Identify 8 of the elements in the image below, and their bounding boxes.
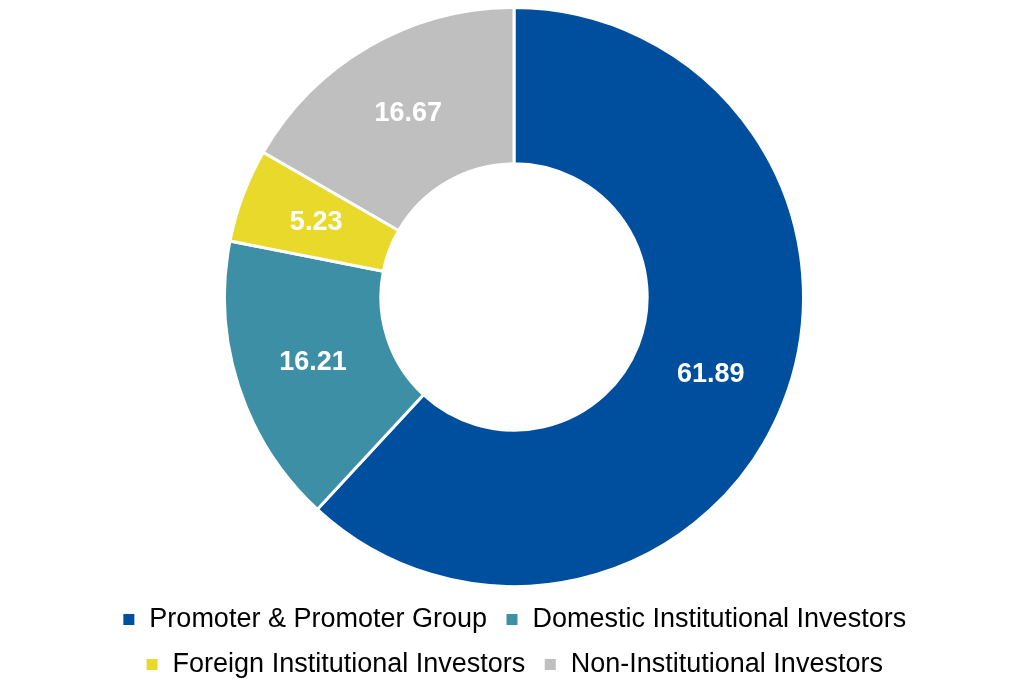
legend-label: Domestic Institutional Investors [532, 602, 907, 633]
data-label: 16.21 [279, 345, 347, 376]
data-label: 5.23 [289, 206, 343, 237]
legend-label: Promoter & Promoter Group [149, 602, 487, 633]
data-label: 61.89 [676, 357, 745, 388]
legend-label: Non-Institutional Investors [570, 647, 883, 678]
data-label: 16.67 [374, 97, 443, 128]
legend-label: Foreign Institutional Investors [172, 647, 526, 678]
